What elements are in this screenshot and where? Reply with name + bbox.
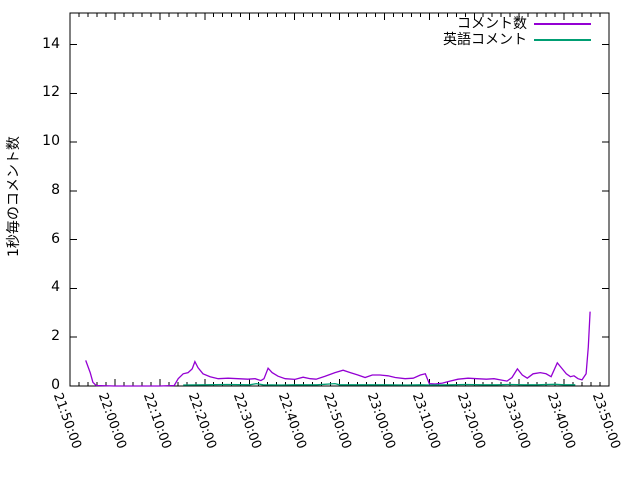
legend-line-sample-english-comments — [534, 39, 591, 41]
y-tick-label: 14 — [42, 35, 60, 52]
legend-label-english-comments: 英語コメント — [443, 32, 527, 48]
series-line-1 — [183, 382, 576, 386]
y-tick-label: 12 — [42, 84, 60, 101]
y-tick-label: 6 — [51, 230, 60, 247]
y-tick-label: 8 — [51, 181, 60, 198]
y-tick-label: 10 — [42, 133, 60, 150]
y-tick-label: 4 — [51, 279, 60, 296]
legend-line-sample-comments — [534, 23, 591, 25]
y-tick-label: 2 — [51, 328, 60, 345]
y-tick-label: 0 — [51, 377, 60, 393]
legend-label-comments: コメント数 — [457, 16, 527, 32]
legend: コメント数 英語コメント — [443, 16, 591, 48]
legend-item-english-comments: 英語コメント — [443, 32, 591, 48]
series-line-0 — [85, 311, 591, 387]
plot-border — [69, 12, 610, 387]
legend-item-comments: コメント数 — [443, 16, 591, 32]
